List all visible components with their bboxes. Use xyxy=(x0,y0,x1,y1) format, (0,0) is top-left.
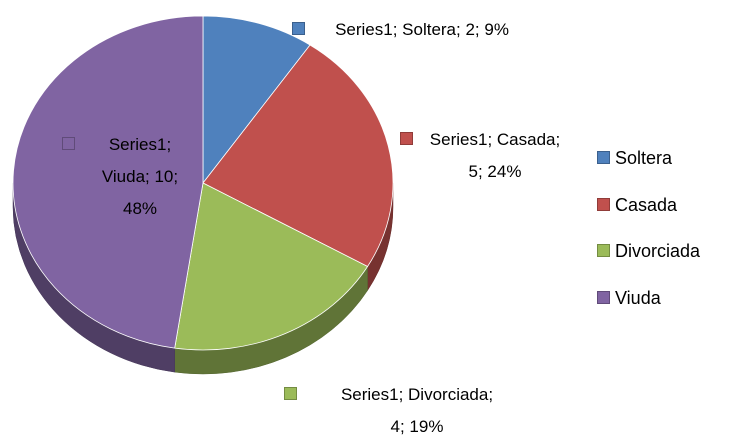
legend-label: Soltera xyxy=(615,148,673,168)
label-key xyxy=(400,132,413,145)
pie-slice xyxy=(202,15,311,185)
legend-key xyxy=(597,151,610,164)
data-label: Series1; Divorciada; 4; 19% xyxy=(340,385,494,436)
legend-label: Casada xyxy=(615,194,678,215)
data-label: Series1; Viuda; 10; 48% xyxy=(101,135,179,218)
data-label: Series1; Soltera; 2; 9% xyxy=(335,20,509,39)
legend-label: Divorciada xyxy=(615,241,701,261)
label-key xyxy=(284,387,297,400)
pie-slice xyxy=(202,44,394,268)
pie-slice xyxy=(12,15,204,349)
data-label: Series1; Casada; 5; 24% xyxy=(429,130,561,181)
label-key xyxy=(292,22,305,35)
legend-key xyxy=(597,290,610,304)
label-key xyxy=(62,137,75,150)
pie-slice xyxy=(174,182,369,351)
legend-key xyxy=(597,197,610,211)
legend-key xyxy=(597,244,610,257)
legend-label: Viuda xyxy=(615,287,661,308)
